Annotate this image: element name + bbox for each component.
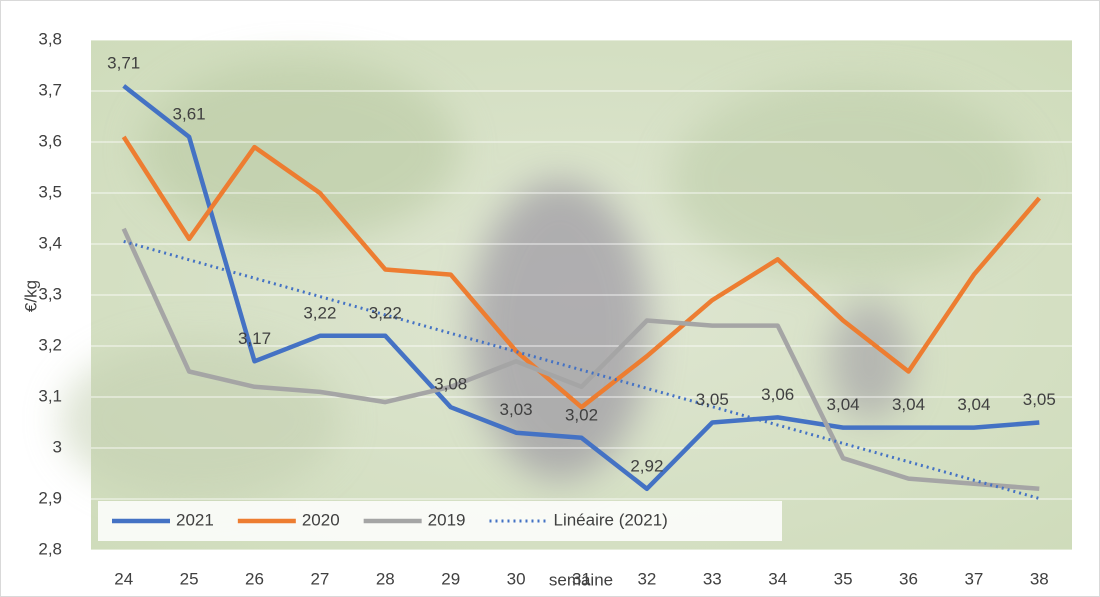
y-tick-label: 3,8 bbox=[38, 29, 62, 48]
data-label: 2,92 bbox=[630, 456, 663, 475]
y-tick-label: 3,7 bbox=[38, 80, 62, 99]
y-tick-label: 3,2 bbox=[38, 335, 62, 354]
y-tick-label: 3,1 bbox=[38, 386, 62, 405]
x-tick-label: 34 bbox=[768, 569, 787, 588]
legend-label: 2021 bbox=[176, 510, 214, 529]
chart: €/kg semaine 2,82,933,13,23,33,43,53,63,… bbox=[0, 0, 1100, 597]
x-tick-label: 25 bbox=[180, 569, 199, 588]
data-label: 3,17 bbox=[238, 329, 271, 348]
data-label: 3,04 bbox=[827, 395, 860, 414]
x-tick-label: 28 bbox=[376, 569, 395, 588]
legend-label: 2019 bbox=[428, 510, 466, 529]
x-tick-label: 38 bbox=[1030, 569, 1049, 588]
x-tick-label: 24 bbox=[114, 569, 133, 588]
x-tick-label: 29 bbox=[441, 569, 460, 588]
x-tick-label: 33 bbox=[703, 569, 722, 588]
y-tick-label: 3,5 bbox=[38, 182, 62, 201]
data-label: 3,08 bbox=[434, 375, 467, 394]
data-label: 3,02 bbox=[565, 405, 598, 424]
data-label: 3,03 bbox=[500, 400, 533, 419]
x-tick-label: 31 bbox=[572, 569, 591, 588]
data-label: 3,04 bbox=[957, 395, 990, 414]
legend-label: Linéaire (2021) bbox=[553, 510, 667, 529]
y-tick-label: 2,8 bbox=[38, 539, 62, 558]
y-tick-label: 2,9 bbox=[38, 488, 62, 507]
data-label: 3,71 bbox=[107, 53, 140, 72]
x-tick-label: 36 bbox=[899, 569, 918, 588]
data-label: 3,05 bbox=[1023, 390, 1056, 409]
legend: 2021 2020 2019 Linéaire (2021) bbox=[98, 501, 782, 541]
x-tick-label: 30 bbox=[507, 569, 526, 588]
data-label: 3,04 bbox=[892, 395, 925, 414]
data-label: 3,22 bbox=[369, 303, 402, 322]
x-tick-label: 27 bbox=[310, 569, 329, 588]
x-tick-label: 35 bbox=[834, 569, 853, 588]
y-tick-label: 3,3 bbox=[38, 284, 62, 303]
y-tick-label: 3,4 bbox=[38, 233, 62, 252]
x-tick-label: 32 bbox=[637, 569, 656, 588]
data-label: 3,06 bbox=[761, 385, 794, 404]
data-label: 3,22 bbox=[303, 303, 336, 322]
y-tick-label: 3 bbox=[53, 437, 62, 456]
x-tick-label: 26 bbox=[245, 569, 264, 588]
data-label: 3,05 bbox=[696, 390, 729, 409]
data-label: 3,61 bbox=[173, 104, 206, 123]
x-tick-label: 37 bbox=[964, 569, 983, 588]
legend-label: 2020 bbox=[302, 510, 340, 529]
y-tick-label: 3,6 bbox=[38, 131, 62, 150]
